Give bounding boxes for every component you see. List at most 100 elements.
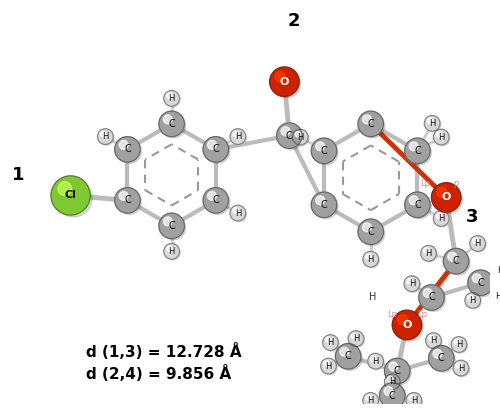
Circle shape [436,213,442,218]
Circle shape [434,186,462,213]
Circle shape [166,245,180,260]
Circle shape [494,265,500,280]
Circle shape [340,347,349,356]
Text: Lp: Lp [388,310,398,319]
Circle shape [448,252,456,261]
Circle shape [492,263,500,279]
Circle shape [360,114,384,138]
Circle shape [428,346,454,371]
Circle shape [324,361,329,366]
Circle shape [409,142,418,151]
Text: H: H [372,357,379,366]
Text: H: H [328,338,334,347]
Circle shape [203,188,228,213]
Circle shape [362,223,372,232]
Circle shape [395,313,423,341]
Circle shape [409,196,418,205]
Circle shape [166,93,172,98]
Circle shape [419,285,444,310]
Circle shape [314,141,338,165]
Circle shape [164,217,172,226]
Text: H: H [456,340,462,349]
Text: C: C [212,196,219,205]
Circle shape [162,216,186,240]
Circle shape [316,196,324,205]
Circle shape [232,130,246,145]
Text: H: H [438,133,444,142]
Circle shape [436,132,442,137]
Circle shape [407,278,412,284]
Circle shape [206,190,230,214]
Circle shape [292,129,308,145]
Circle shape [422,287,446,312]
Text: H: H [297,133,304,142]
Circle shape [465,292,480,308]
Circle shape [433,349,442,358]
Circle shape [452,338,468,353]
Circle shape [362,115,372,124]
Circle shape [360,222,384,246]
Circle shape [404,138,430,164]
Text: C: C [389,391,396,400]
Circle shape [275,72,285,82]
Circle shape [51,176,90,215]
Circle shape [314,195,338,219]
Circle shape [389,362,398,371]
Circle shape [384,387,393,396]
Circle shape [114,188,140,213]
Circle shape [276,123,302,148]
Circle shape [472,238,478,243]
Circle shape [312,192,337,218]
Circle shape [100,131,106,137]
Circle shape [387,376,392,382]
Circle shape [384,358,410,384]
Circle shape [432,183,461,212]
Text: C: C [477,278,484,288]
Circle shape [434,129,449,145]
Text: C: C [438,353,444,363]
Circle shape [351,333,356,339]
Text: H: H [470,296,476,305]
Circle shape [159,111,184,137]
Text: C: C [168,119,175,129]
Circle shape [208,140,216,149]
Circle shape [366,395,371,400]
Circle shape [279,126,303,150]
Circle shape [58,182,71,196]
Circle shape [159,213,184,238]
Circle shape [423,288,432,297]
Circle shape [326,337,331,343]
Circle shape [422,247,437,262]
Circle shape [166,92,180,107]
Circle shape [294,131,309,146]
Circle shape [424,115,440,131]
Circle shape [409,395,414,400]
Circle shape [404,276,420,292]
Circle shape [324,336,339,351]
Text: O: O [442,192,451,202]
Text: Cl: Cl [64,191,76,200]
Circle shape [119,140,128,149]
Circle shape [408,394,422,409]
Text: C: C [452,256,460,266]
Circle shape [233,131,238,137]
Circle shape [426,117,441,132]
Circle shape [364,394,380,409]
Circle shape [380,383,405,408]
Text: O: O [280,77,289,87]
Text: H: H [369,292,376,302]
Circle shape [424,248,429,253]
Circle shape [370,355,384,370]
Circle shape [454,339,460,344]
Text: H: H [429,119,436,128]
Circle shape [392,310,422,339]
Circle shape [363,393,378,408]
Text: C: C [320,200,328,210]
Circle shape [472,237,486,252]
Circle shape [493,291,498,297]
Circle shape [470,272,494,297]
Circle shape [320,358,336,374]
Circle shape [435,212,450,227]
Circle shape [446,251,470,275]
Circle shape [420,245,436,261]
